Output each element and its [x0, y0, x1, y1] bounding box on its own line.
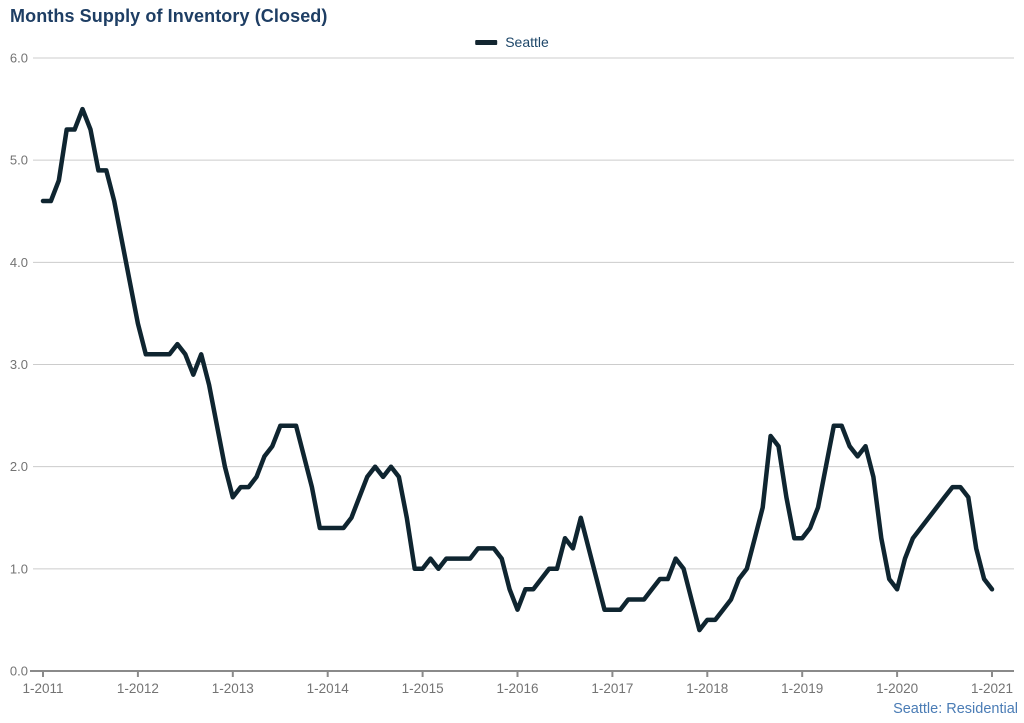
y-axis-tick-label: 5.0 [10, 153, 28, 168]
y-axis-tick-label: 4.0 [10, 255, 28, 270]
x-axis-tick-label: 1-2013 [212, 681, 254, 696]
source-note: Seattle: Residential [893, 701, 1018, 717]
y-axis-tick-label: 0.0 [10, 664, 28, 679]
x-axis-tick-label: 1-2016 [496, 681, 538, 696]
x-axis-tick-label: 1-2017 [591, 681, 633, 696]
series-line-seattle [40, 106, 995, 633]
x-axis-tick-label: 1-2014 [307, 681, 350, 696]
chart-title: Months Supply of Inventory (Closed) [10, 6, 328, 26]
legend: Seattle [475, 34, 549, 50]
x-axis-tick-label: 1-2020 [876, 681, 918, 696]
legend-series-label: Seattle [505, 34, 549, 50]
y-axis-tick-label: 3.0 [10, 357, 28, 372]
y-axis-tick-label: 1.0 [10, 561, 28, 576]
x-axis-tick-label: 1-2015 [402, 681, 444, 696]
x-axis-tick-label: 1-2021 [971, 681, 1013, 696]
x-axis-tick-label: 1-2011 [22, 681, 63, 696]
x-axis-tick-label: 1-2012 [117, 681, 159, 696]
x-axis-tick-label: 1-2019 [781, 681, 823, 696]
y-axis-tick-label: 6.0 [10, 51, 28, 66]
y-axis-tick-label: 2.0 [10, 459, 28, 474]
legend-line-swatch-icon [475, 39, 498, 45]
x-axis-tick-label: 1-2018 [686, 681, 728, 696]
